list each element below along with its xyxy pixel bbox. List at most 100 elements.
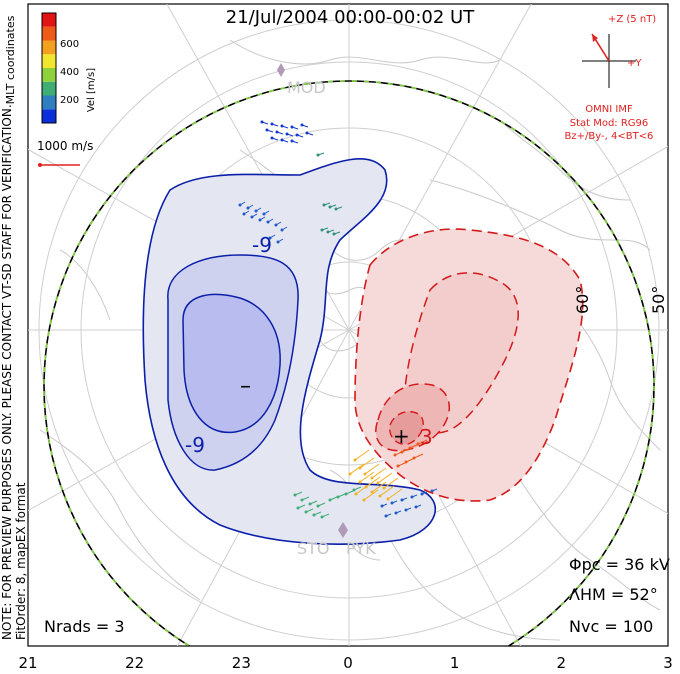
preview-note: NOTE: FOR PREVIEW PURPOSES ONLY. PLEASE … (0, 104, 14, 640)
mlt-tick-label: 3 (663, 654, 673, 672)
stat-n-rads: Nrads = 3 (44, 617, 125, 636)
imf-arrowhead (592, 34, 598, 42)
imf-y-label: +Y (627, 58, 642, 69)
velocity-vector (355, 483, 371, 495)
imf-model: Stat Mod: RG96 (570, 118, 649, 129)
velocity-vectors (238, 120, 438, 519)
velocity-vector (291, 140, 299, 144)
velocity-vector (297, 504, 306, 509)
velocity-vector (329, 496, 338, 501)
velocity-vector (317, 152, 325, 156)
velocity-vector (364, 463, 380, 475)
velocity-vector (313, 511, 322, 516)
colorbar-block (42, 68, 56, 82)
colorbar-block (42, 40, 56, 55)
velocity-vector (271, 123, 279, 127)
contour-label-dawn: 3 (420, 425, 433, 449)
imf-source: OMNI IMF (585, 104, 633, 115)
stat-lambda-hm: ΛHM = 52° (569, 585, 658, 604)
velocity-vector (387, 488, 403, 500)
velocity-vector (395, 510, 402, 514)
fitorder-note: FitOrder: 8, mapEX format (14, 482, 28, 640)
velocity-vector (349, 463, 365, 475)
velocity-vector (267, 218, 274, 223)
imf-dial (582, 33, 636, 88)
imf-condition: Bz+/By-, 4<BT<6 (565, 131, 654, 142)
colorbar-block (42, 13, 56, 27)
colorbar-outline (41, 12, 57, 124)
velocity-vector (371, 481, 387, 493)
colorbar-label: Vel [m/s] (86, 68, 97, 112)
velocity-vector (411, 494, 418, 498)
velocity-vector (263, 210, 270, 215)
velocity-vector (353, 486, 362, 491)
velocity-vector (259, 216, 266, 221)
velocity-vector (261, 121, 269, 125)
mlt-tick-label: 21 (18, 654, 37, 672)
station-mod: MOD (287, 78, 326, 97)
station-sto: STO (297, 539, 330, 558)
velocity-vector (277, 238, 284, 243)
velocity-vector (291, 126, 299, 130)
velocity-vector (239, 201, 246, 206)
velocity-vector (401, 497, 408, 501)
velocity-vector (243, 210, 250, 215)
colorbar-block (42, 26, 56, 41)
velocity-vector (417, 439, 428, 445)
velocity-vector (281, 125, 289, 129)
velocity-vector (431, 488, 438, 492)
imf-scale-label: +Z (5 nT) (608, 14, 656, 25)
lat-label-60: 60° (573, 286, 592, 314)
velocity-vector (363, 489, 379, 501)
velocity-vector (345, 490, 354, 495)
velocity-vector (266, 129, 274, 133)
potential-min-marker: – (240, 374, 251, 399)
velocity-vector (275, 221, 282, 226)
station-markers (277, 63, 348, 538)
velocity-vector (405, 507, 412, 511)
potential-max-marker: + (393, 424, 410, 448)
lat-label-50: 50° (649, 286, 668, 314)
velocity-vector (306, 132, 314, 136)
velocity-vector (305, 508, 314, 513)
mlt-tick-label: 1 (450, 654, 460, 672)
velocity-vector (321, 227, 329, 231)
velocity-vector (281, 139, 289, 143)
velocity-vector (255, 207, 262, 212)
velocity-vector (323, 202, 331, 206)
hm-boundary-dash (43, 80, 655, 646)
velocity-vector (421, 491, 428, 495)
velocity-vector (371, 467, 387, 479)
velocity-vector (281, 226, 288, 231)
dawn-cell-contour-4 (389, 410, 424, 445)
contour-label-dusk-lower: -9 (185, 433, 205, 457)
velocity-vector (301, 496, 310, 501)
stat-n-vc: Nvc = 100 (569, 617, 653, 636)
velocity-vector (381, 503, 388, 507)
velocity-vector (247, 204, 254, 209)
velocity-vector (269, 234, 276, 239)
velocity-colorbar (41, 12, 57, 124)
mlt-tick-label: 22 (125, 654, 144, 672)
velocity-vector (286, 133, 294, 137)
velocity-vector (377, 472, 393, 484)
velocity-vector (251, 213, 258, 218)
velocity-vector (354, 449, 370, 461)
colorbar-tick-400: 400 (60, 67, 79, 78)
contour-label-dusk-upper: -9 (252, 233, 272, 257)
mlt-tick-label: 2 (557, 654, 567, 672)
velocity-vector (327, 229, 335, 233)
velocity-vector (415, 504, 422, 508)
velocity-vector (385, 513, 392, 517)
colorbar-block (42, 81, 56, 96)
map-title: 21/Jul/2004 00:00-00:02 UT (226, 7, 475, 28)
coord-label: MLT coordinates (4, 15, 17, 104)
stat-phi-pc: Φpc = 36 kV (569, 555, 670, 574)
station-pyk: PYK (346, 539, 376, 558)
velocity-vector (276, 131, 284, 135)
velocity-vector (271, 137, 279, 141)
velocity-vector (309, 500, 318, 505)
velocity-vector (359, 457, 375, 469)
dusk-cell-contour-3 (182, 293, 281, 434)
